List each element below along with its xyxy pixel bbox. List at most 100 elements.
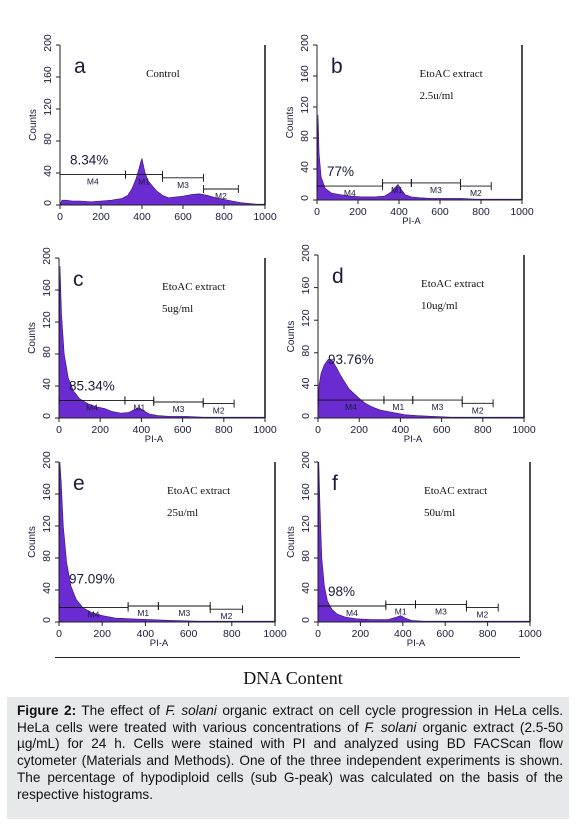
histogram-panel-b: 0 40 80 120 160 200 0 200 400 600 800 1000 Counts PI-… [285, 34, 534, 227]
histogram-area [316, 114, 523, 201]
condition-label: 5ug/ml [162, 303, 193, 315]
gate-label: M4 [87, 177, 99, 187]
gate-label: M2 [470, 188, 482, 198]
y-tick-label: 0 [300, 413, 312, 419]
y-axis-title: Counts [286, 526, 297, 558]
caption-species-2: F. solani [364, 719, 417, 735]
y-tick-label: 0 [41, 413, 53, 419]
y-tick-label: 200 [300, 451, 312, 469]
x-axis-title: PI-A [404, 434, 423, 445]
y-tick-label: 40 [42, 165, 54, 177]
x-tick-label: 200 [350, 424, 368, 436]
condition-label: 25u/ml [167, 507, 198, 519]
x-tick-label: 400 [392, 424, 410, 436]
panel-letter: d [332, 265, 344, 288]
histogram-panel-f: 0 40 80 120 160 200 0 200 400 600 800 1000 Counts PI-… [286, 451, 542, 649]
x-tick-label: 1000 [518, 628, 542, 640]
y-tick-label: 120 [41, 515, 53, 533]
condition-label: Control [146, 68, 180, 80]
x-axis-title: PI-A [407, 638, 426, 649]
y-tick-label: 0 [299, 195, 311, 201]
y-tick-label: 200 [300, 244, 312, 262]
x-tick-label: 200 [92, 211, 110, 223]
y-tick-label: 120 [300, 515, 312, 533]
x-tick-label: 800 [223, 628, 241, 640]
x-tick-label: 1000 [263, 628, 287, 640]
condition-label: EtoAC extract [421, 278, 484, 290]
gate-label: M4 [344, 188, 356, 198]
histogram-panel-e: 0 40 80 120 160 200 0 200 400 600 800 1000 Counts PI-… [27, 451, 287, 649]
x-tick-label: 600 [174, 211, 192, 223]
sub-g1-percentage: 97.09% [69, 572, 115, 587]
x-tick-label: 0 [315, 628, 321, 640]
x-tick-label: 0 [314, 206, 320, 218]
panel-letter: e [73, 472, 85, 495]
y-tick-label: 200 [42, 34, 54, 52]
y-tick-label: 120 [299, 96, 311, 114]
gate-label: M3 [435, 606, 447, 616]
y-tick-label: 80 [300, 550, 312, 562]
histogram-area [317, 461, 531, 623]
gate-label: M1 [133, 402, 145, 412]
x-tick-label: 400 [133, 424, 151, 436]
condition-label: EtoAC extract [162, 281, 225, 293]
y-tick-label: 160 [299, 65, 311, 83]
condition-label: EtoAC extract [424, 485, 487, 497]
y-tick-label: 200 [41, 247, 53, 265]
y-tick-label: 120 [300, 309, 312, 327]
y-axis-title: Counts [27, 322, 38, 354]
condition-label: 10ug/ml [421, 300, 458, 312]
y-tick-label: 160 [41, 483, 53, 501]
x-tick-label: 600 [436, 628, 454, 640]
gate-label: M3 [430, 185, 442, 195]
histogram-panel-a: 0 40 80 120 160 200 0 200 400 600 800 1000 Counts M4 M… [28, 34, 277, 223]
sub-g1-percentage: 8.34% [70, 153, 108, 168]
caption-text-1: The effect of [76, 703, 166, 718]
gate-label: M4 [345, 402, 357, 412]
sub-g1-percentage: 85.34% [69, 378, 115, 393]
x-tick-label: 200 [91, 424, 109, 436]
histogram-area [58, 461, 276, 623]
figure-caption: Figure 2: The effect of F. solani organi… [7, 697, 569, 819]
x-axis-title: PI-A [402, 216, 421, 227]
y-axis-title: Counts [286, 321, 297, 353]
y-tick-label: 0 [300, 617, 312, 623]
y-tick-label: 40 [300, 582, 312, 594]
x-tick-label: 0 [56, 424, 62, 436]
caption-label: Figure 2: [17, 703, 77, 718]
gate-label: M2 [472, 405, 484, 415]
x-tick-label: 400 [394, 628, 412, 640]
y-tick-label: 80 [299, 130, 311, 142]
gate-label: M1 [391, 185, 403, 195]
condition-label: 50u/ml [424, 507, 455, 519]
x-tick-label: 0 [315, 424, 321, 436]
gate-label: M2 [220, 611, 232, 621]
x-tick-label: 400 [133, 211, 151, 223]
y-tick-label: 0 [42, 200, 54, 206]
condition-label: EtoAC extract [420, 68, 483, 80]
y-tick-label: 120 [41, 311, 53, 329]
panel-letter: f [332, 472, 338, 495]
panel-letter: c [73, 268, 84, 291]
y-tick-label: 40 [41, 582, 53, 594]
x-tick-label: 800 [479, 628, 497, 640]
x-tick-label: 800 [472, 206, 490, 218]
gate-label: M1 [137, 608, 149, 618]
x-tick-label: 200 [352, 628, 370, 640]
y-tick-label: 120 [42, 98, 54, 116]
gate-label: M4 [346, 608, 358, 618]
y-tick-label: 40 [41, 378, 53, 390]
x-tick-label: 400 [390, 206, 408, 218]
y-tick-label: 160 [42, 66, 54, 84]
y-tick-label: 40 [299, 161, 311, 173]
y-tick-label: 80 [41, 550, 53, 562]
gate-label: M1 [138, 177, 150, 187]
x-tick-label: 800 [474, 424, 492, 436]
x-tick-label: 1000 [510, 206, 534, 218]
x-tick-label: 0 [57, 211, 63, 223]
panel-letter: a [74, 55, 86, 78]
x-axis-title: PI-A [150, 638, 169, 649]
x-tick-label: 600 [431, 206, 449, 218]
gate-label: M1 [395, 606, 407, 616]
gate-label: M2 [213, 406, 225, 416]
